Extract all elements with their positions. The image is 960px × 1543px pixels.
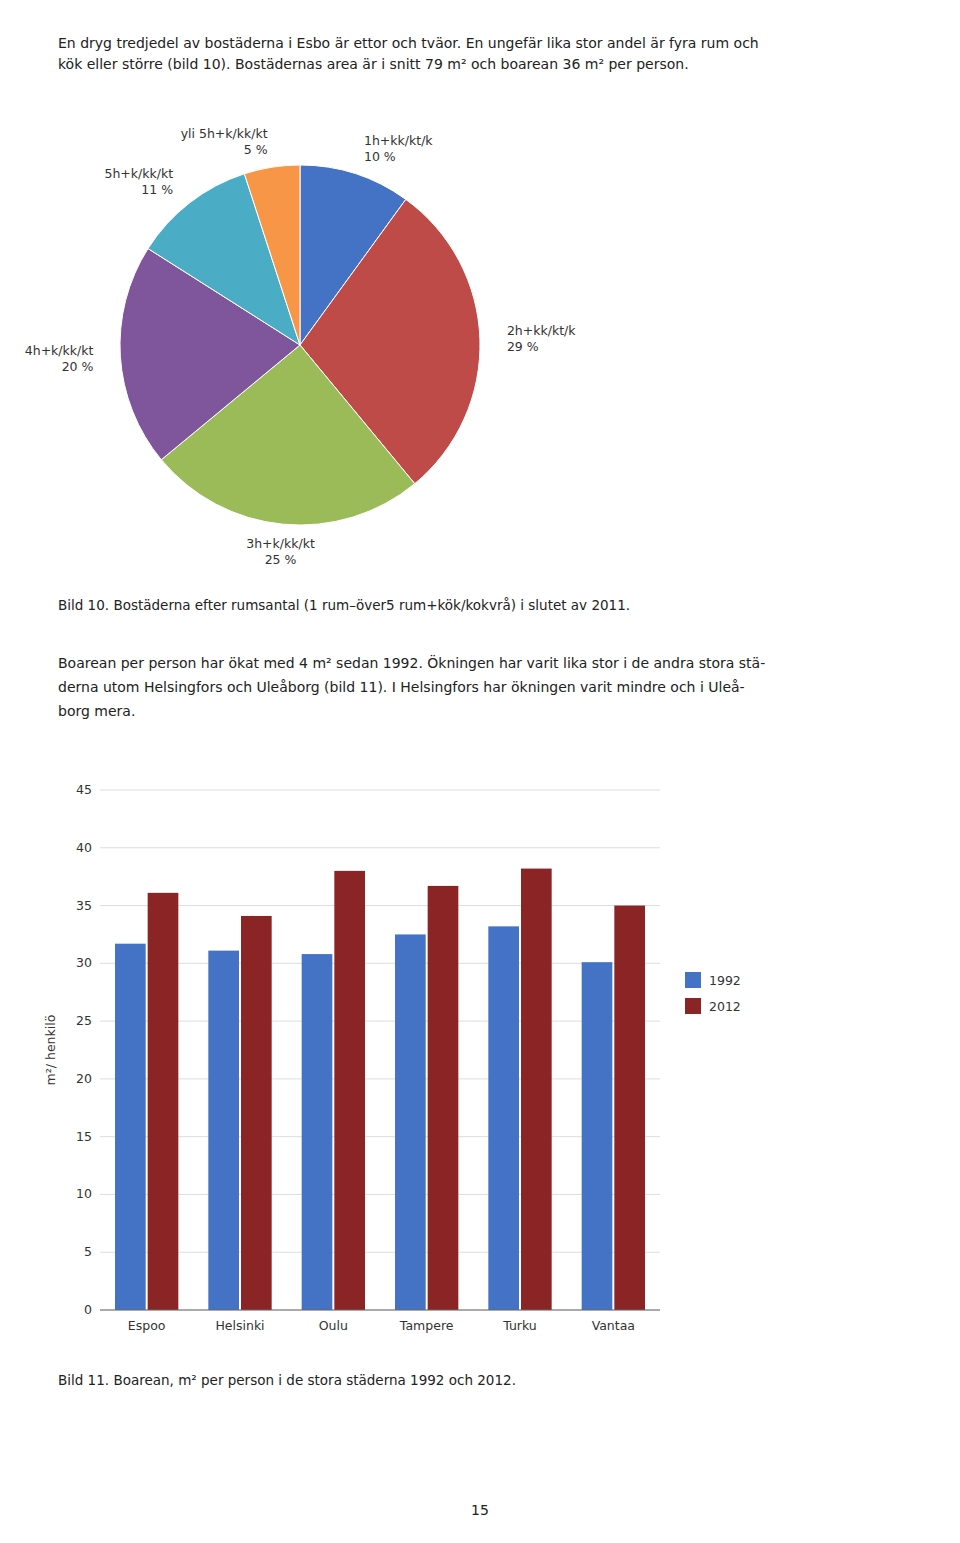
grid-line (100, 1136, 660, 1137)
slice-label: 4h+k/kk/kt (25, 343, 94, 358)
body-text: derna utom Helsingfors och Uleåborg (bil… (58, 679, 745, 695)
x-tick-label: Helsinki (215, 1318, 264, 1333)
grid-line (100, 905, 660, 906)
x-tick-label: Vantaa (592, 1318, 635, 1333)
bar (395, 934, 426, 1310)
grid-line (100, 963, 660, 964)
bar (148, 893, 179, 1310)
y-tick-label: 20 (76, 1071, 92, 1086)
slice-label: 2h+kk/kt/k (507, 323, 576, 338)
x-tick-label: Oulu (319, 1318, 348, 1333)
caption: Bild 11. Boarean, m² per person i de sto… (58, 1372, 516, 1388)
legend-swatch (685, 972, 701, 988)
slice-value-label: 5 % (244, 142, 268, 157)
slice-label: 1h+kk/kt/k (364, 133, 433, 148)
legend-entry: 2012 (709, 999, 741, 1014)
bar (241, 916, 272, 1310)
y-axis-label: m²/ henkilö (43, 1015, 58, 1086)
bar (115, 944, 146, 1310)
slice-label: 5h+k/kk/kt (104, 166, 173, 181)
grid-line (100, 1194, 660, 1195)
slice-label: 3h+k/kk/kt (246, 536, 315, 551)
legend-entry: 1992 (709, 973, 741, 988)
bar (521, 869, 552, 1310)
bar (208, 951, 239, 1310)
y-tick-label: 30 (76, 955, 92, 970)
bars (115, 869, 645, 1310)
x-tick-label: Turku (502, 1318, 537, 1333)
page-number: 15 (471, 1502, 489, 1518)
y-tick-label: 40 (76, 840, 92, 855)
x-tick-label: Tampere (399, 1318, 454, 1333)
slice-label: yli 5h+k/kk/kt (181, 126, 268, 141)
bar (334, 871, 365, 1310)
grid-line (100, 1078, 660, 1079)
grid-line (100, 1021, 660, 1022)
slice-value-label: 29 % (507, 339, 539, 354)
slice-value-label: 25 % (265, 552, 297, 567)
slice-value-label: 10 % (364, 149, 396, 164)
y-tick-label: 0 (84, 1302, 92, 1317)
slice-value-label: 11 % (141, 182, 173, 197)
slice-value-label: 20 % (62, 359, 94, 374)
grid-line (100, 847, 660, 848)
caption: Bild 10. Bostäderna efter rumsantal (1 r… (58, 597, 630, 613)
body-text: En dryg tredjedel av bostäderna i Esbo ä… (58, 35, 759, 51)
y-tick-label: 35 (76, 898, 92, 913)
grid-line (100, 1310, 660, 1311)
y-tick-label: 15 (76, 1129, 92, 1144)
bar-chart: 0 5 10 15 20 25 30 35 40 45 Espoo Helsinki Oulu Tampe… (43, 782, 741, 1333)
grid-line (100, 1252, 660, 1253)
legend-swatch (685, 998, 701, 1014)
x-axis-line (100, 1310, 660, 1311)
bar (302, 954, 333, 1310)
body-text: kök eller större (bild 10). Bostädernas … (58, 56, 689, 72)
pie-chart: 1h+kk/kt/k10 % 2h+kk/kt/k29 % 3h+k/kk/kt25… (25, 126, 577, 568)
y-tick-label: 5 (84, 1244, 92, 1259)
y-tick-label: 25 (76, 1013, 92, 1028)
bar (488, 926, 519, 1310)
bar (614, 906, 645, 1310)
body-text: Boarean per person har ökat med 4 m² sed… (58, 654, 765, 671)
y-tick-label: 45 (76, 782, 92, 797)
page: En dryg tredjedel av bostäderna i Esbo ä… (0, 0, 960, 1543)
x-tick-label: Espoo (128, 1318, 166, 1333)
bar (582, 962, 613, 1310)
pie-slice (244, 165, 300, 345)
y-tick-label: 10 (76, 1186, 92, 1201)
grid-line (100, 790, 660, 791)
bar (428, 886, 459, 1310)
body-text: borg mera. (58, 703, 135, 719)
